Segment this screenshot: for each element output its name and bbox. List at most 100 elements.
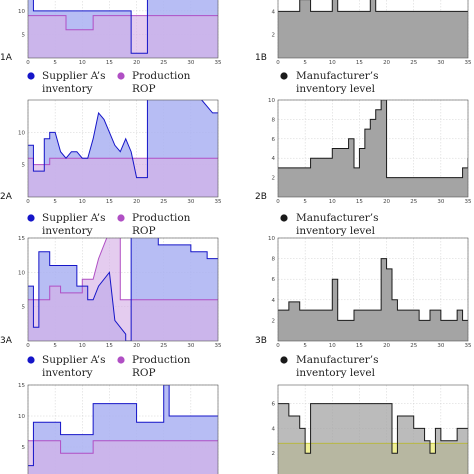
x-tick-label: 25 (160, 199, 167, 205)
production-rop-area (28, 238, 218, 341)
y-tick-label: 5 (22, 32, 26, 38)
x-tick-label: 20 (383, 60, 390, 66)
manufacturer-legend-label-2: inventory level (296, 367, 376, 379)
x-tick-label: 35 (465, 343, 472, 349)
supplier-inventory-line (32, 0, 148, 54)
x-tick-label: 20 (133, 343, 140, 349)
plot-frame (277, 0, 469, 59)
x-tick-label: 0 (276, 343, 280, 349)
y-tick-label: 15 (18, 236, 25, 242)
y-tick-label: 10 (18, 270, 25, 276)
x-tick-label: 20 (133, 60, 140, 66)
y-tick-label: 10 (268, 98, 275, 104)
production-rop-area (28, 440, 218, 474)
x-tick-label: 35 (215, 343, 222, 349)
rop-legend-label-2: ROP (132, 367, 156, 379)
plot-frame (27, 0, 219, 59)
x-tick-label: 35 (465, 199, 472, 205)
x-tick-label: 0 (276, 199, 280, 205)
plot-frame (277, 237, 469, 342)
panel-label: 2B (255, 192, 267, 202)
rop-legend-label: Production (132, 212, 191, 224)
supplier-legend-label: Supplier A’s (42, 212, 105, 224)
manufacturer-inventory-line (278, 100, 468, 179)
y-tick-label: 6 (272, 277, 276, 283)
production-rop-line (28, 157, 218, 166)
x-tick-label: 5 (53, 199, 57, 205)
manufacturer-inventory-line (278, 403, 468, 454)
supplier-legend-label-2: inventory (42, 225, 93, 237)
panel-1A: 0 5 10 15 20 25 30 35 5 10 1A (0, 0, 222, 66)
x-tick-label: 10 (329, 60, 336, 66)
supplier-inventory-line (28, 238, 218, 341)
x-tick-label: 15 (356, 343, 363, 349)
x-tick-label: 5 (303, 199, 307, 205)
x-tick-label: 25 (410, 343, 417, 349)
production-rop-line (28, 15, 218, 31)
rop-legend-label: Production (132, 70, 191, 82)
x-tick-label: 5 (53, 343, 57, 349)
manufacturer-inventory-area (278, 403, 468, 474)
manufacturer-legend-dot (280, 356, 288, 364)
x-tick-label: 0 (26, 199, 30, 205)
y-tick-label: 2 (272, 33, 276, 39)
production-rop-line (28, 238, 218, 301)
y-tick-label: 2 (272, 318, 276, 324)
panel-2B: 0 5 10 15 20 25 30 35 2 4 6 8 10 2B (255, 98, 472, 205)
production-rop-area (28, 15, 218, 58)
supplier-inventory-line (28, 385, 218, 467)
x-tick-label: 0 (276, 60, 280, 66)
y-tick-label: 10 (268, 236, 275, 242)
x-tick-label: 25 (160, 343, 167, 349)
x-tick-label: 25 (160, 60, 167, 66)
x-tick-label: 35 (465, 60, 472, 66)
supplier-legend-label: Supplier A’s (42, 354, 105, 366)
supplier-legend-label-2: inventory (42, 83, 93, 95)
y-tick-label: 4 (272, 426, 276, 432)
manufacturer-inventory-area (278, 100, 468, 197)
x-tick-label: 30 (437, 60, 444, 66)
panel-label: 2A (0, 192, 13, 202)
plot-frame (27, 237, 219, 342)
x-tick-label: 15 (356, 60, 363, 66)
plot-frame (277, 384, 469, 474)
panel-2A: 0 5 10 15 20 25 30 35 5 10 2A (0, 99, 222, 205)
manufacturer-legend-label: Manufacturer’s (296, 212, 379, 224)
x-tick-label: 30 (437, 199, 444, 205)
panel-label: 1B (255, 53, 267, 63)
y-tick-label: 8 (272, 117, 276, 123)
supplier-legend-label: Supplier A’s (42, 70, 105, 82)
panel-label: 3A (0, 336, 13, 346)
x-tick-label: 35 (215, 199, 222, 205)
panel-1B: 0 5 10 15 20 25 30 35 2 4 1B (255, 0, 472, 66)
supplier-inventory-line (28, 100, 218, 179)
panel-label: 1A (0, 53, 13, 63)
x-tick-label: 15 (106, 343, 113, 349)
x-tick-label: 0 (26, 60, 30, 66)
rop-legend-label-2: ROP (132, 225, 156, 237)
x-tick-label: 30 (187, 199, 194, 205)
y-tick-label: 6 (272, 137, 276, 143)
x-tick-label: 5 (53, 60, 57, 66)
manufacturer-legend-dot (280, 214, 288, 222)
x-tick-label: 20 (383, 199, 390, 205)
y-tick-label: 6 (272, 402, 276, 408)
x-tick-label: 10 (79, 199, 86, 205)
manufacturer-legend-label-2: inventory level (296, 83, 376, 95)
x-tick-label: 10 (79, 60, 86, 66)
plot-frame (27, 99, 219, 198)
x-tick-label: 5 (303, 60, 307, 66)
manufacturer-legend-dot (280, 72, 288, 80)
rop-legend-dot (117, 72, 125, 80)
x-tick-label: 30 (187, 60, 194, 66)
y-tick-label: 8 (272, 257, 276, 263)
y-tick-label: 4 (272, 298, 276, 304)
y-tick-label: 10 (18, 130, 25, 136)
y-tick-label: 4 (272, 9, 276, 15)
plot-frame (277, 99, 469, 198)
x-tick-label: 30 (187, 343, 194, 349)
manufacturer-legend-label: Manufacturer’s (296, 70, 379, 82)
